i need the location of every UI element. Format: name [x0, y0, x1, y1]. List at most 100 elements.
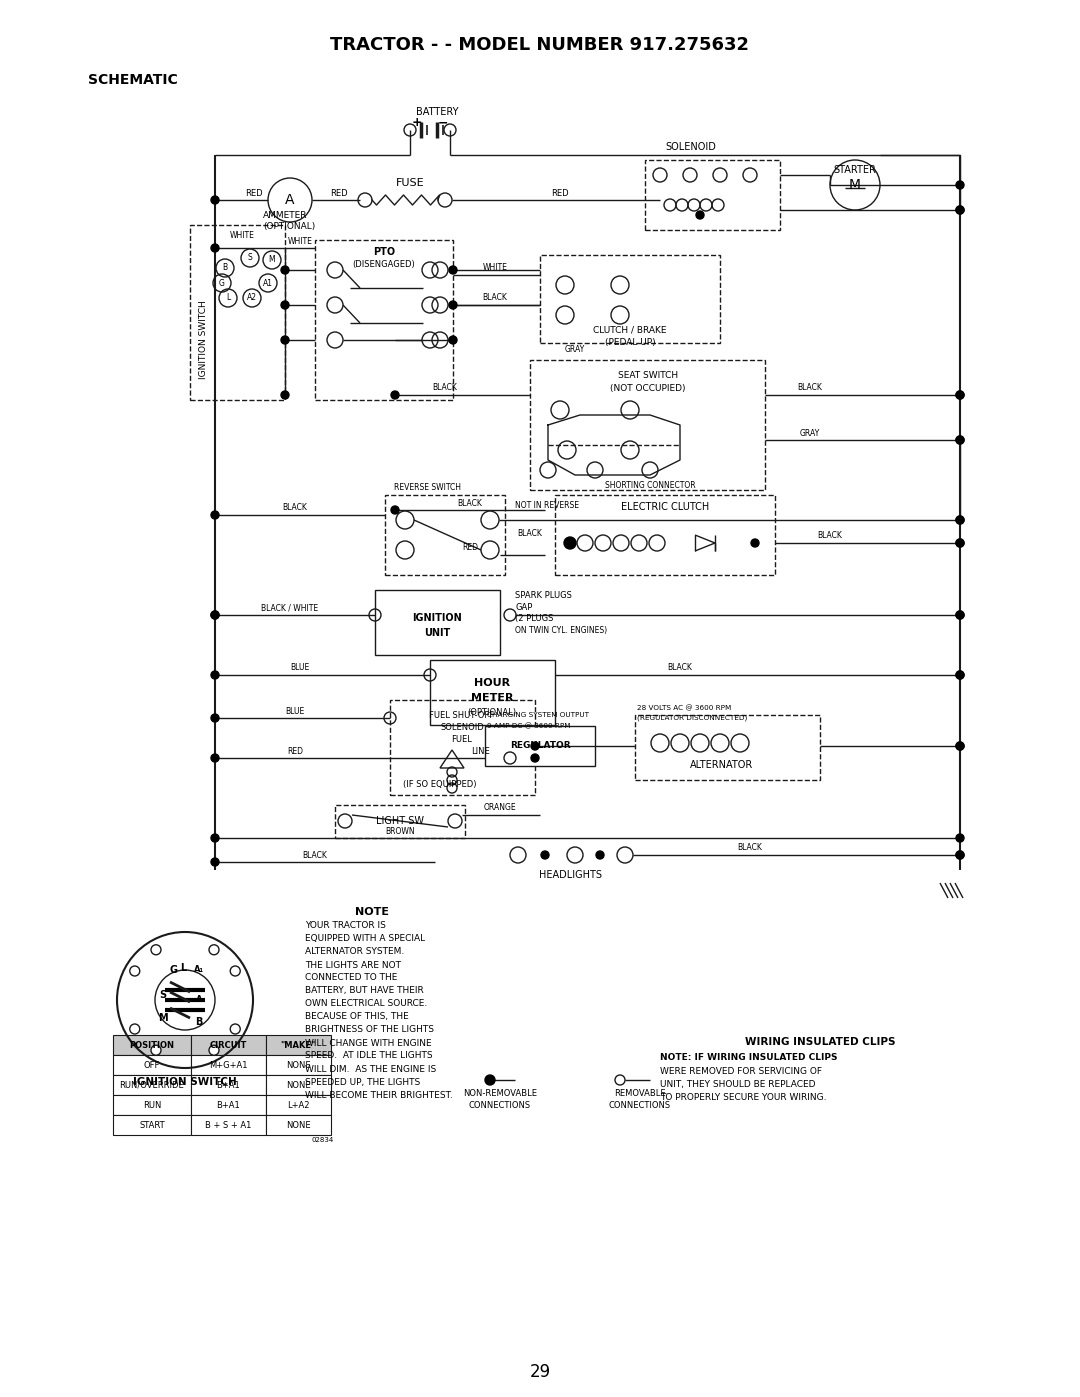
Text: L: L: [180, 963, 186, 972]
Circle shape: [956, 610, 964, 619]
Circle shape: [281, 300, 289, 309]
Text: HOUR: HOUR: [474, 678, 510, 687]
Circle shape: [485, 1076, 495, 1085]
Circle shape: [956, 205, 964, 214]
Text: M+G+A1: M+G+A1: [208, 1060, 247, 1070]
Circle shape: [956, 610, 964, 619]
Text: A2: A2: [247, 293, 257, 303]
Text: L: L: [226, 293, 230, 303]
Circle shape: [956, 182, 964, 189]
Text: HEADLIGHTS: HEADLIGHTS: [539, 870, 602, 880]
Bar: [375, 590, 500, 655]
Text: POSITION: POSITION: [130, 1041, 175, 1049]
Text: REMOVABLE: REMOVABLE: [615, 1090, 665, 1098]
Bar: [266, 1055, 330, 1076]
Text: 02834: 02834: [312, 1137, 334, 1143]
Text: L+A2: L+A2: [287, 1101, 309, 1109]
Circle shape: [210, 1045, 219, 1055]
Text: SEAT SWITCH: SEAT SWITCH: [618, 370, 678, 380]
Bar: [191, 1076, 266, 1095]
Bar: [335, 805, 465, 838]
Text: FUEL: FUEL: [451, 735, 472, 745]
Text: AMMETER: AMMETER: [264, 211, 308, 219]
Text: BROWN: BROWN: [386, 827, 415, 835]
Text: WERE REMOVED FOR SERVICING OF: WERE REMOVED FOR SERVICING OF: [660, 1066, 822, 1076]
Text: BLACK: BLACK: [667, 664, 692, 672]
Text: RED: RED: [287, 746, 303, 756]
Bar: [190, 225, 285, 400]
Text: CONNECTIONS: CONNECTIONS: [469, 1101, 531, 1111]
Bar: [430, 659, 555, 725]
Text: ORANGE: ORANGE: [484, 803, 516, 813]
Text: NON-REMOVABLE: NON-REMOVABLE: [463, 1090, 537, 1098]
Bar: [191, 1035, 266, 1055]
Circle shape: [130, 1024, 139, 1034]
Text: (OPTIONAL): (OPTIONAL): [468, 708, 516, 718]
Bar: [384, 495, 505, 576]
Circle shape: [956, 851, 964, 859]
Text: B: B: [195, 1017, 203, 1027]
Bar: [485, 726, 595, 766]
Bar: [113, 1055, 191, 1076]
Text: WILL CHANGE WITH ENGINE: WILL CHANGE WITH ENGINE: [305, 1038, 432, 1048]
Text: BLACK: BLACK: [283, 503, 308, 513]
Text: NONE: NONE: [286, 1060, 310, 1070]
Circle shape: [449, 300, 457, 309]
Text: REVERSE SWITCH: REVERSE SWITCH: [394, 482, 461, 492]
Circle shape: [956, 671, 964, 679]
Text: LINE: LINE: [471, 747, 489, 757]
Circle shape: [211, 610, 219, 619]
Text: GRAY: GRAY: [800, 429, 820, 437]
Circle shape: [211, 834, 219, 842]
Circle shape: [541, 851, 549, 859]
Text: A₁: A₁: [194, 965, 204, 975]
Text: 28 VOLTS AC @ 3600 RPM: 28 VOLTS AC @ 3600 RPM: [637, 704, 731, 711]
Circle shape: [956, 436, 964, 444]
Bar: [191, 1095, 266, 1115]
Text: GAP: GAP: [515, 602, 532, 612]
Text: (2 PLUGS: (2 PLUGS: [515, 615, 553, 623]
Bar: [266, 1035, 330, 1055]
Bar: [113, 1076, 191, 1095]
Circle shape: [596, 851, 604, 859]
Text: SOLENOID: SOLENOID: [665, 142, 716, 152]
Text: NOT IN REVERSE: NOT IN REVERSE: [515, 500, 579, 510]
Text: A: A: [285, 193, 295, 207]
Text: RUN/OVERRIDE: RUN/OVERRIDE: [120, 1080, 185, 1090]
Text: WHITE: WHITE: [230, 231, 255, 239]
Text: ALTERNATOR SYSTEM.: ALTERNATOR SYSTEM.: [305, 947, 404, 957]
Text: CONNECTIONS: CONNECTIONS: [609, 1101, 671, 1111]
Text: START: START: [139, 1120, 165, 1130]
Circle shape: [449, 265, 457, 274]
Circle shape: [151, 1045, 161, 1055]
Text: BLACK / WHITE: BLACK / WHITE: [261, 604, 319, 612]
Text: BLACK: BLACK: [458, 499, 483, 507]
Text: (PEDAL UP): (PEDAL UP): [605, 338, 656, 346]
Bar: [266, 1076, 330, 1095]
Text: SPEEDED UP, THE LIGHTS: SPEEDED UP, THE LIGHTS: [305, 1077, 420, 1087]
Text: ON TWIN CYL. ENGINES): ON TWIN CYL. ENGINES): [515, 626, 607, 636]
Text: SHORTING CONNECTOR: SHORTING CONNECTOR: [605, 481, 696, 489]
Bar: [113, 1095, 191, 1115]
Bar: [530, 360, 765, 490]
Circle shape: [211, 511, 219, 520]
Circle shape: [211, 858, 219, 866]
Text: OFF: OFF: [144, 1060, 160, 1070]
Text: REGULATOR: REGULATOR: [510, 742, 570, 750]
Circle shape: [211, 714, 219, 722]
Circle shape: [281, 391, 289, 400]
Circle shape: [281, 337, 289, 344]
Text: ELECTRIC CLUTCH: ELECTRIC CLUTCH: [621, 502, 710, 511]
Bar: [555, 495, 775, 576]
Text: M: M: [849, 177, 861, 191]
Text: M: M: [158, 1013, 167, 1023]
Circle shape: [211, 671, 219, 679]
Text: BLUE: BLUE: [291, 664, 310, 672]
Text: IGNITION: IGNITION: [413, 613, 462, 623]
Bar: [266, 1095, 330, 1115]
Circle shape: [391, 506, 399, 514]
Circle shape: [956, 436, 964, 444]
Text: 29: 29: [529, 1363, 551, 1382]
Text: STARTER: STARTER: [834, 165, 877, 175]
Text: SPARK PLUGS: SPARK PLUGS: [515, 591, 572, 599]
